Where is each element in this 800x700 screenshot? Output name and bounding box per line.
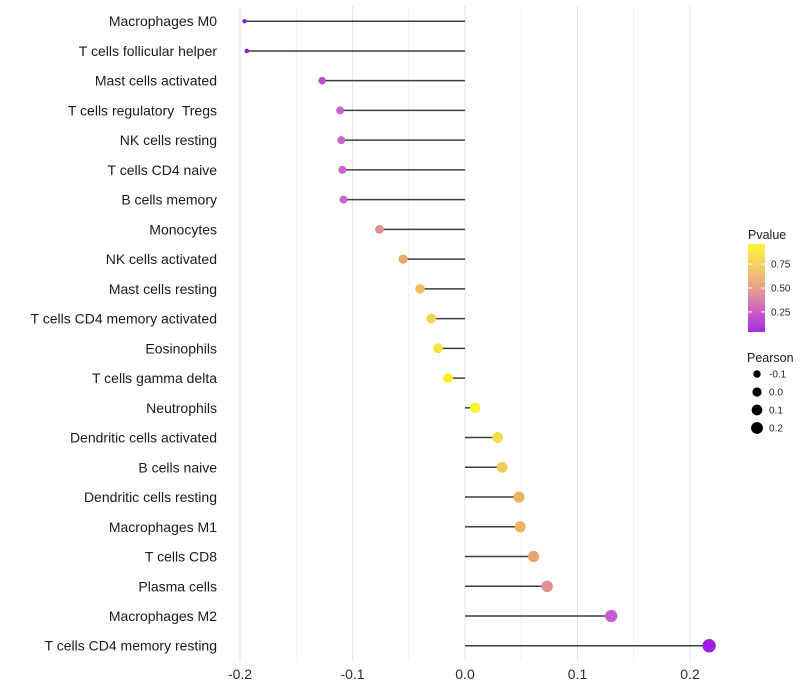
- y-axis-label: T cells CD4 naive: [108, 162, 218, 178]
- lollipop-dot: [527, 550, 540, 563]
- lollipop-dot: [433, 343, 443, 354]
- y-axis-label: Mast cells resting: [109, 281, 217, 297]
- y-axis-label: B cells memory: [121, 192, 217, 208]
- lollipop-dot: [514, 521, 526, 533]
- pvalue-legend-title: Pvalue: [748, 228, 787, 242]
- lollipop-dot: [496, 461, 508, 473]
- y-axis-label: Mast cells activated: [95, 73, 217, 89]
- lollipop-dot: [338, 165, 347, 174]
- y-axis-label: T cells CD8: [145, 549, 217, 565]
- lollipop-dot: [513, 491, 525, 503]
- lollipop-dot: [426, 313, 437, 324]
- pearson-legend-label: 0.0: [769, 388, 783, 399]
- lollipop-dot: [443, 373, 454, 384]
- y-axis-label: Macrophages M1: [109, 519, 217, 535]
- lollipop-dot: [702, 639, 716, 653]
- pvalue-colorbar: [748, 244, 765, 332]
- colorbar-tick-label: 0.75: [771, 260, 791, 271]
- y-axis-label: T cells CD4 memory activated: [31, 311, 217, 327]
- lollipop-dot: [415, 284, 425, 294]
- y-axis-label: Monocytes: [149, 221, 217, 237]
- y-axis-label: Neutrophils: [146, 400, 217, 416]
- y-axis-label: T cells follicular helper: [79, 43, 218, 59]
- pearson-legend-title: Pearson: [747, 351, 794, 365]
- y-axis-label: NK cells resting: [120, 132, 217, 148]
- lollipop-dot: [541, 580, 553, 592]
- y-axis-label: T cells regulatory Tregs: [68, 102, 217, 118]
- lollipop-dot: [375, 224, 384, 234]
- pearson-legend-label: 0.2: [769, 424, 783, 435]
- pearson-legend-dot: [751, 404, 763, 416]
- pearson-legend-dot: [751, 422, 763, 434]
- pearson-legend-dot: [753, 370, 761, 378]
- y-axis-label: T cells CD4 memory resting: [45, 638, 217, 654]
- lollipop-dot: [469, 402, 481, 414]
- x-axis-tick-label: 0.1: [568, 666, 588, 682]
- y-axis-label: Dendritic cells resting: [84, 489, 217, 505]
- pearson-legend-label: 0.1: [769, 406, 783, 417]
- x-axis-tick-label: -0.2: [228, 666, 252, 682]
- y-axis-label: Macrophages M0: [109, 13, 217, 29]
- pearson-legend-dot: [752, 387, 762, 397]
- x-axis-tick-label: 0.0: [455, 666, 475, 682]
- x-axis-tick-label: 0.2: [680, 666, 700, 682]
- lollipop-dot: [492, 432, 504, 443]
- lollipop-dot: [318, 76, 326, 85]
- y-axis-label: T cells gamma delta: [92, 370, 217, 386]
- colorbar-tick-label: 0.25: [771, 307, 791, 318]
- y-axis-label: Macrophages M2: [109, 608, 217, 624]
- lollipop-dot: [337, 136, 346, 145]
- x-axis-tick-label: -0.1: [340, 666, 364, 682]
- y-axis-label: Eosinophils: [145, 340, 217, 356]
- pearson-legend-label: -0.1: [769, 370, 787, 381]
- colorbar-tick-label: 0.50: [771, 284, 791, 295]
- lollipop-dot: [244, 48, 250, 54]
- lollipop-dot: [336, 106, 345, 115]
- y-axis-label: Plasma cells: [138, 578, 217, 594]
- lollipop-dot: [339, 195, 348, 204]
- y-axis-label: B cells naive: [138, 459, 217, 475]
- y-axis-label: Dendritic cells activated: [70, 430, 217, 446]
- y-axis-label: NK cells activated: [106, 251, 217, 267]
- lollipop-dot: [242, 19, 247, 24]
- lollipop-dot: [398, 254, 408, 264]
- lollipop-dot: [605, 609, 618, 623]
